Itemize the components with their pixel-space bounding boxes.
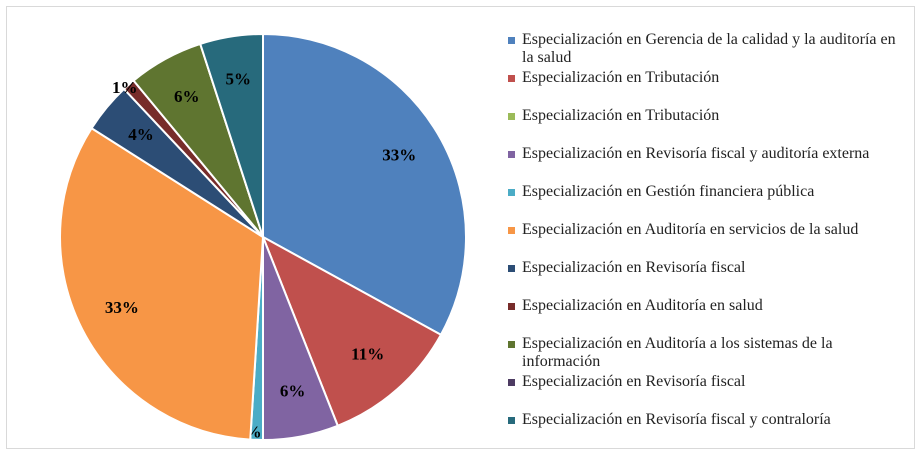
legend-label: Especialización en Auditoría a los siste… [522, 335, 833, 370]
data-label: 5% [225, 70, 251, 89]
legend-swatch [508, 75, 515, 82]
pie-slice [199, 32, 264, 238]
legend-label: Especialización en Revisoría fiscal [522, 373, 746, 390]
pie-slice [261, 234, 443, 428]
legend-swatch [508, 341, 515, 348]
legend-label: Especialización en Auditoría en salud [522, 297, 763, 314]
legend-label: Especialización en Revisoría fiscal [522, 259, 746, 276]
data-label: 6% [174, 87, 200, 106]
legend-item: Especialización en Tributación [508, 107, 908, 145]
legend-label: Especialización en Tributación [522, 69, 720, 86]
legend-swatch [508, 227, 515, 234]
legend-label: Especialización en Gestión financiera pú… [522, 183, 815, 200]
data-label: 6% [280, 381, 306, 400]
legend-swatch [508, 265, 515, 272]
legend-item: Especialización en Revisoría fiscal y co… [508, 411, 908, 449]
legend-swatch [508, 379, 515, 386]
data-label: 1% [112, 78, 138, 97]
legend-item: Especialización en Tributación [508, 69, 908, 107]
legend-label: Especialización en Revisoría fiscal y au… [522, 145, 870, 162]
data-label: 33% [382, 145, 416, 164]
legend-item: Especialización en Gerencia de la calida… [508, 31, 908, 69]
legend-swatch [508, 303, 515, 310]
legend-swatch [508, 113, 515, 120]
legend-item: Especialización en Revisoría fiscal y au… [508, 145, 908, 183]
legend-label: Especialización en Revisoría fiscal y co… [522, 411, 831, 428]
legend: Especialización en Gerencia de la calida… [508, 31, 908, 449]
pie-slice [59, 126, 265, 441]
data-label: 11% [351, 345, 384, 364]
legend-item: Especialización en Gestión financiera pú… [508, 183, 908, 221]
data-label: 33% [105, 298, 139, 317]
legend-swatch [508, 189, 515, 196]
legend-swatch [508, 151, 515, 158]
legend-label: Especialización en Gerencia de la calida… [522, 31, 896, 66]
legend-item: Especialización en Revisoría fiscal [508, 373, 908, 411]
legend-item: Especialización en Auditoría a los siste… [508, 335, 908, 373]
legend-swatch [508, 37, 515, 44]
legend-swatch [508, 417, 515, 424]
legend-item: Especialización en Auditoría en salud [508, 297, 908, 335]
legend-item: Especialización en Revisoría fiscal [508, 259, 908, 297]
legend-label: Especialización en Auditoría en servicio… [522, 221, 859, 238]
legend-label: Especialización en Tributación [522, 107, 720, 124]
pie-slice [262, 32, 467, 337]
data-label: 4% [128, 125, 154, 144]
chart-frame [6, 6, 915, 449]
legend-item: Especialización en Auditoría en servicio… [508, 221, 908, 259]
